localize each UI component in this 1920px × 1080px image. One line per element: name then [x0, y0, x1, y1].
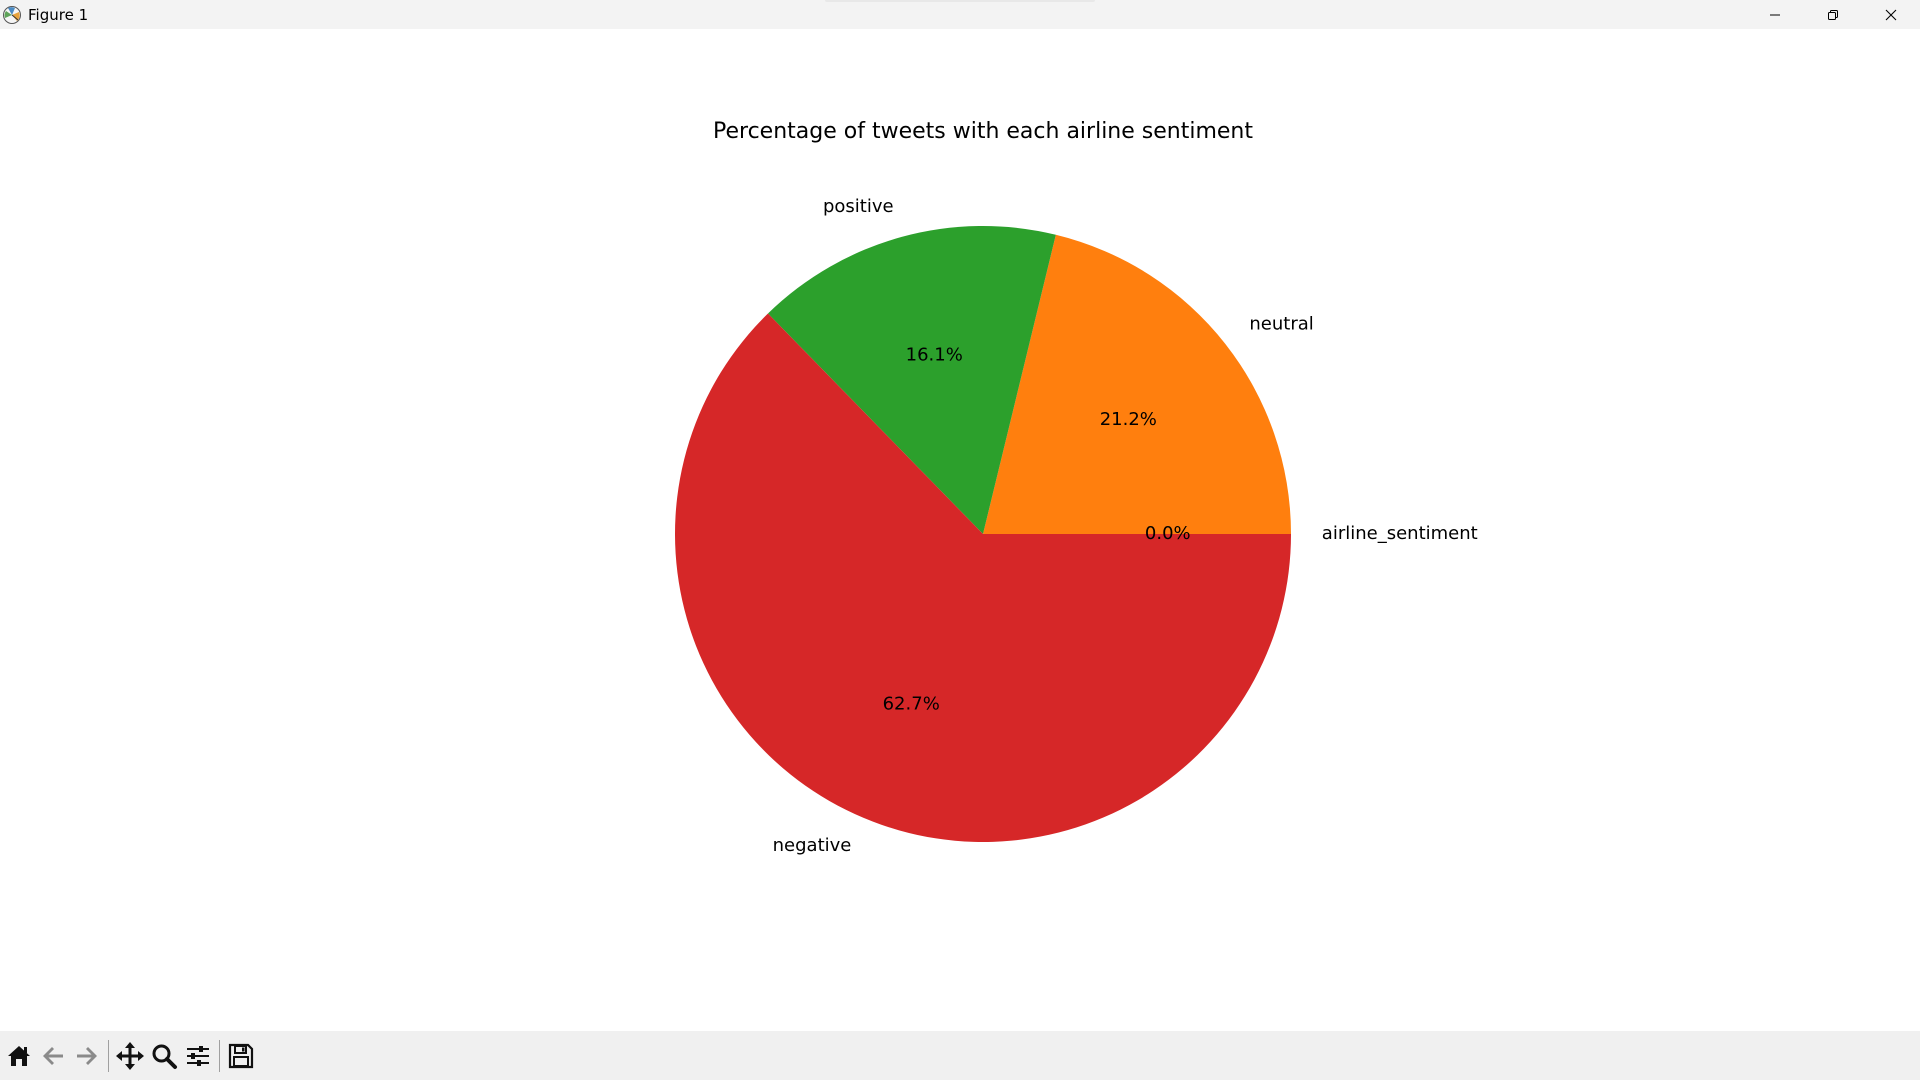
zoom-button[interactable] [147, 1037, 181, 1075]
snap-layout-hint [825, 0, 1095, 2]
toolbar-separator [108, 1039, 109, 1072]
pan-button[interactable] [113, 1037, 147, 1075]
title-bar[interactable]: Figure 1 [0, 0, 1920, 29]
pie-slice-positive [767, 225, 1056, 534]
close-button[interactable] [1862, 0, 1920, 29]
back-arrow-icon [43, 1046, 63, 1065]
minimize-button[interactable] [1746, 0, 1804, 29]
matplotlib-logo-icon [1, 4, 23, 26]
zoom-icon [152, 1044, 177, 1069]
percent-label-neutral: 21.2% [1100, 409, 1157, 430]
pie-slice-neutral [983, 234, 1291, 534]
chart-title: Percentage of tweets with each airline s… [713, 119, 1253, 144]
forward-button[interactable] [70, 1037, 104, 1075]
percent-label-positive: 16.1% [906, 345, 963, 366]
pie-chart: Percentage of tweets with each airline s… [674, 119, 1478, 856]
slice-label-neutral: neutral [1249, 314, 1313, 335]
restore-button[interactable] [1804, 0, 1862, 29]
home-icon [8, 1045, 30, 1066]
minimize-icon [1770, 14, 1780, 15]
toolbar-separator [219, 1039, 220, 1072]
slice-label-positive: positive [823, 196, 894, 217]
forward-arrow-icon [77, 1046, 97, 1065]
pie-labels: airline_sentiment 0.0% neutral 21.2% positiv… [773, 196, 1478, 856]
restore-icon [1828, 9, 1838, 20]
back-button[interactable] [36, 1037, 70, 1075]
percent-label-airline-sentiment: 0.0% [1145, 523, 1191, 544]
pie-slice-negative [674, 313, 1291, 842]
window-controls [1746, 0, 1920, 29]
save-icon [228, 1043, 254, 1068]
figure-canvas[interactable]: Percentage of tweets with each airline s… [0, 29, 1920, 1031]
pan-icon [116, 1041, 144, 1070]
configure-subplots-button[interactable] [181, 1037, 215, 1075]
pie-slices [674, 225, 1291, 842]
close-icon [1885, 9, 1897, 20]
configure-subplots-icon [187, 1045, 209, 1066]
slice-label-airline-sentiment: airline_sentiment [1322, 523, 1478, 544]
home-button[interactable] [2, 1037, 36, 1075]
slice-label-negative: negative [773, 835, 852, 856]
navigation-toolbar [0, 1031, 1920, 1080]
percent-label-negative: 62.7% [883, 693, 940, 714]
save-button[interactable] [224, 1037, 258, 1075]
window-title: Figure 1 [28, 5, 89, 24]
